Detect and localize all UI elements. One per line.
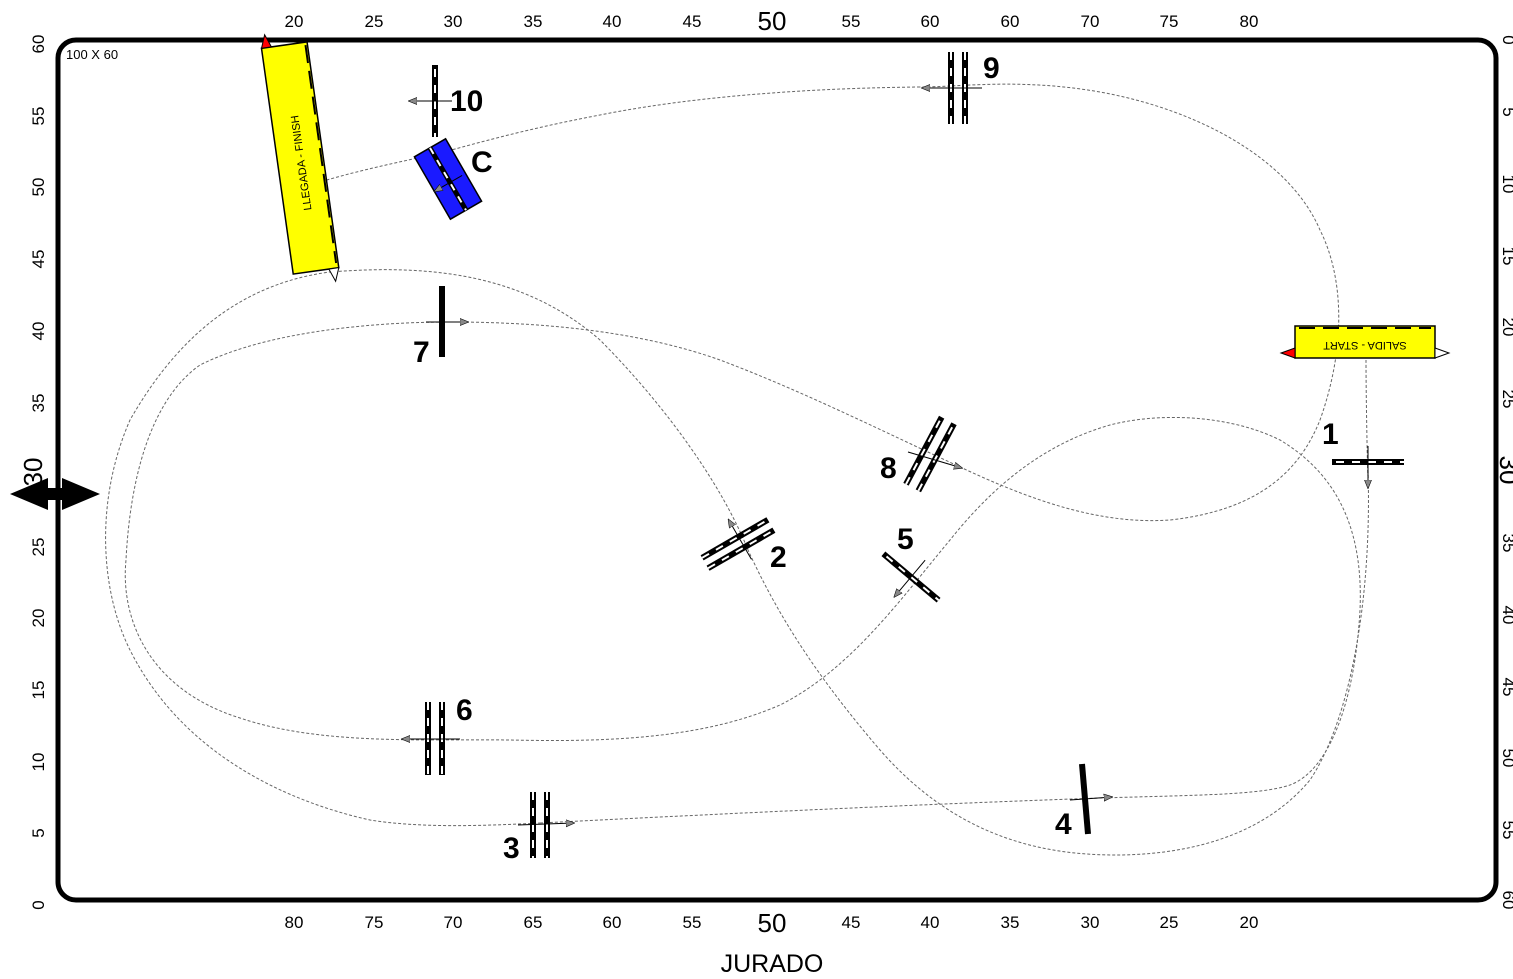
bottom-tick-label: 30 [1081, 913, 1100, 932]
direction-arrow [907, 451, 962, 468]
top-tick-label: 80 [1240, 12, 1259, 31]
obstacle-c [413, 137, 483, 221]
top-tick-label: 60 [1001, 12, 1020, 31]
right-axis: 0 5 10 15 20 25 30 35 40 45 50 55 60 [1494, 35, 1513, 909]
right-tick-label: 55 [1499, 821, 1513, 840]
flag-icon [328, 267, 340, 283]
left-tick-label: 0 [29, 900, 48, 909]
arena-size-label: 100 X 60 [66, 47, 118, 62]
top-tick-label: 30 [444, 12, 463, 31]
bottom-tick-label: 35 [1001, 913, 1020, 932]
left-tick-label: 45 [29, 250, 48, 269]
obstacle-number: 3 [503, 832, 520, 865]
bottom-tick-label: 20 [1240, 913, 1259, 932]
finish-banner: LLEGADA - FINISH [260, 33, 340, 283]
top-tick-label: 55 [842, 12, 861, 31]
flag-icon [1279, 347, 1296, 359]
obstacle-number: 4 [1055, 808, 1072, 841]
top-tick-label: 75 [1160, 12, 1179, 31]
obstacle-5 [881, 551, 941, 603]
top-tick-label: 60 [921, 12, 940, 31]
bottom-tick-label: 40 [921, 913, 940, 932]
bottom-tick-label: 55 [683, 913, 702, 932]
arena-border [55, 37, 1499, 903]
left-tick-label: 10 [29, 753, 48, 772]
bottom-tick-label: 50 [758, 908, 787, 938]
flag-icon [260, 33, 273, 49]
left-tick-label: 15 [29, 681, 48, 700]
right-tick-label: 50 [1499, 749, 1513, 768]
obstacle-number: 7 [413, 336, 430, 369]
obstacle-10: 10 [409, 65, 483, 137]
bottom-axis: 80 75 70 65 60 55 50 45 40 35 30 25 20 J… [285, 908, 1259, 978]
bottom-tick-label: 60 [603, 913, 622, 932]
top-axis: 20 25 30 35 40 45 50 55 60 60 70 75 80 [285, 6, 1259, 43]
right-tick-label: 5 [1499, 107, 1513, 116]
obstacle-6: 6 [402, 694, 473, 775]
obstacle-number: 6 [456, 694, 473, 727]
left-tick-label: 35 [29, 394, 48, 413]
bottom-tick-label: 80 [285, 913, 304, 932]
flag-icon [1434, 347, 1451, 359]
right-tick-label: 15 [1499, 247, 1513, 266]
left-tick-label: 20 [29, 609, 48, 628]
top-tick-label: 50 [758, 6, 787, 36]
right-tick-label: 10 [1499, 175, 1513, 194]
right-tick-label: 45 [1499, 678, 1513, 697]
top-tick-label: 45 [683, 12, 702, 31]
judge-label: JURADO [721, 950, 824, 978]
obstacle-7: 7 [413, 286, 468, 369]
left-tick-label: 60 [29, 35, 48, 54]
right-tick-label: 60 [1499, 891, 1513, 910]
double-arrow-icon [10, 478, 100, 510]
obstacle-2 [700, 517, 776, 571]
left-tick-label: 50 [29, 178, 48, 197]
obstacle-3: 3 [503, 792, 574, 865]
bottom-tick-label: 70 [444, 913, 463, 932]
obstacle-number: 8 [880, 452, 897, 485]
start-banner: SALIDA - START [1279, 325, 1451, 359]
top-tick-label: 25 [365, 12, 384, 31]
top-tick-label: 70 [1081, 12, 1100, 31]
left-tick-label: 55 [29, 107, 48, 126]
right-tick-label: 40 [1499, 606, 1513, 625]
obstacle-9: 9 [922, 52, 1000, 124]
obstacle-1: 1 [1322, 418, 1404, 488]
bottom-tick-label: 65 [524, 913, 543, 932]
obstacle-number: C [471, 146, 493, 179]
obstacle-number: 9 [983, 52, 1000, 85]
left-tick-label: 5 [29, 828, 48, 837]
right-tick-label: 0 [1499, 35, 1513, 44]
bottom-tick-label: 25 [1160, 913, 1179, 932]
bottom-tick-label: 75 [365, 913, 384, 932]
left-tick-label: 40 [29, 322, 48, 341]
obstacle-number: 10 [450, 85, 483, 118]
right-tick-label: 30 [1494, 456, 1513, 485]
top-tick-label: 20 [285, 12, 304, 31]
left-tick-label: 25 [29, 538, 48, 557]
obstacle-4: 4 [1055, 763, 1112, 841]
obstacle-number: 2 [770, 541, 787, 574]
course-route [105, 83, 1369, 856]
obstacle-number: 1 [1322, 418, 1339, 451]
start-label: SALIDA - START [1323, 339, 1407, 351]
top-tick-label: 40 [603, 12, 622, 31]
left-axis: 0 5 10 15 20 25 30 35 40 45 50 55 60 [18, 35, 48, 910]
right-tick-label: 25 [1499, 390, 1513, 409]
right-tick-label: 35 [1499, 534, 1513, 553]
obstacle-8 [903, 415, 957, 493]
bottom-tick-label: 45 [842, 913, 861, 932]
top-tick-label: 35 [524, 12, 543, 31]
obstacle-number: 5 [897, 523, 914, 556]
right-tick-label: 20 [1499, 318, 1513, 337]
